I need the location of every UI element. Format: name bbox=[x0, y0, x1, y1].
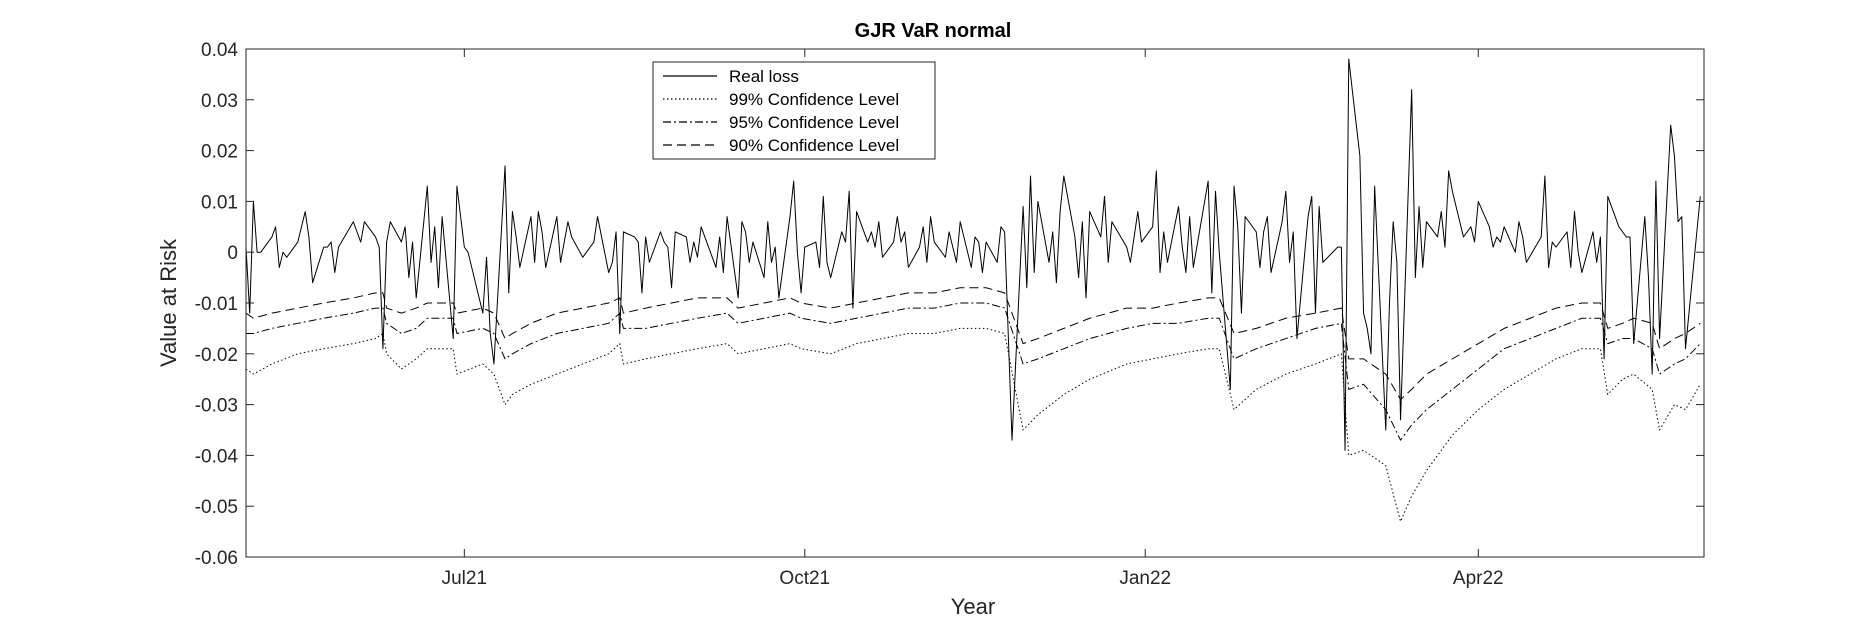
legend-label-95: 95% Confidence Level bbox=[729, 113, 899, 132]
legend-label-99: 99% Confidence Level bbox=[729, 90, 899, 109]
y-axis: -0.06 -0.05 -0.04 -0.03 -0.02 -0.01 0 0.01 0.02 0… bbox=[195, 40, 1704, 569]
series-99-confidence-level bbox=[245, 327, 1701, 522]
y-axis-label: Value at Risk bbox=[156, 238, 181, 367]
y-tick-label: 0 bbox=[227, 243, 238, 264]
legend: Real loss 99% Confidence Level 95% Confi… bbox=[652, 61, 936, 160]
series-95-confidence-level bbox=[246, 302, 1701, 441]
y-tick-label: 0.03 bbox=[201, 91, 238, 112]
legend-label-90: 90% Confidence Level bbox=[729, 136, 899, 155]
series-line bbox=[245, 58, 1701, 451]
x-tick-label: Oct21 bbox=[779, 568, 830, 589]
x-axis-label: Year bbox=[951, 594, 995, 619]
series-layer bbox=[245, 58, 1701, 522]
y-tick-label: -0.02 bbox=[195, 345, 238, 366]
x-tick-label: Jan22 bbox=[1119, 568, 1171, 589]
legend-label-real-loss: Real loss bbox=[729, 67, 799, 86]
series-line bbox=[245, 327, 1701, 522]
chart-title: GJR VaR normal bbox=[855, 20, 1012, 42]
y-tick-label: -0.03 bbox=[195, 396, 238, 417]
x-tick-label: Apr22 bbox=[1453, 568, 1504, 589]
y-tick-label: 0.04 bbox=[201, 40, 238, 61]
y-tick-label: -0.06 bbox=[195, 548, 238, 569]
legend-box bbox=[652, 61, 936, 160]
series-90-confidence-level bbox=[245, 287, 1701, 401]
series-line bbox=[246, 302, 1701, 441]
y-tick-label: 0.01 bbox=[201, 192, 238, 213]
y-tick-label: -0.04 bbox=[195, 446, 239, 467]
y-tick-label: -0.05 bbox=[195, 497, 238, 518]
series-real-loss bbox=[245, 58, 1701, 451]
series-line bbox=[245, 287, 1701, 401]
x-axis: Jul21 Oct21 Jan22 Apr22 bbox=[442, 49, 1504, 589]
y-tick-label: -0.01 bbox=[195, 294, 238, 315]
y-tick-label: 0.02 bbox=[201, 142, 238, 163]
x-tick-label: Jul21 bbox=[442, 568, 487, 589]
